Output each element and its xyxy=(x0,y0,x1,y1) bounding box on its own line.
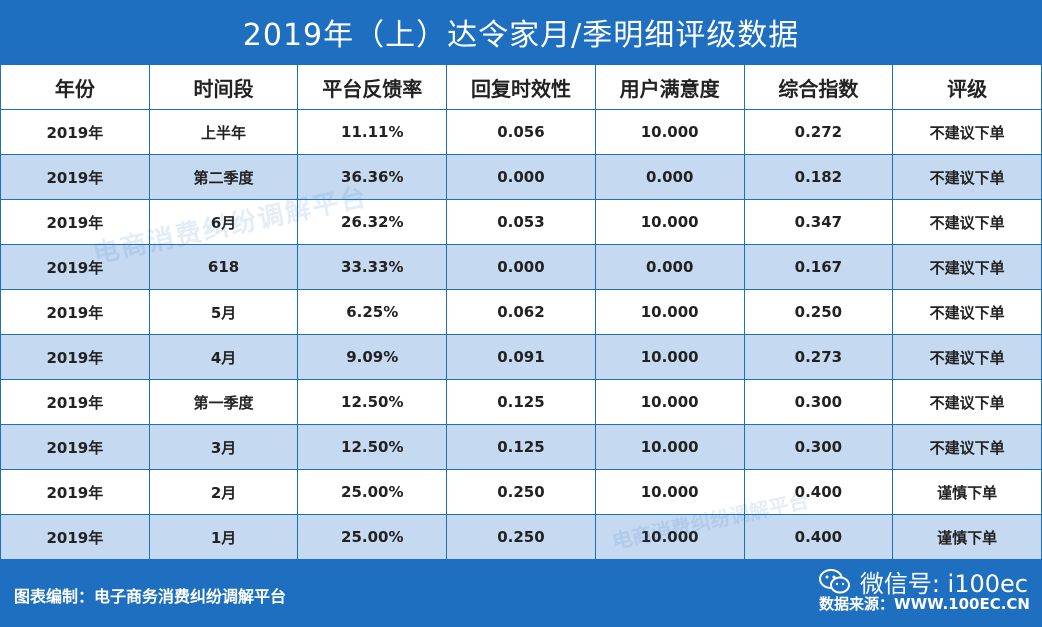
period-cell: 第一季度 xyxy=(148,379,299,425)
year-cell: 2019年 xyxy=(0,469,150,515)
feedback-rate-cell: 12.50% xyxy=(297,424,448,470)
col-header-year: 年份 xyxy=(0,64,150,110)
table-row: 2019年 上半年 11.11% 0.056 10.000 0.272 不建议下单 xyxy=(0,109,1042,155)
rating-cell: 谨慎下单 xyxy=(892,514,1042,560)
period-cell: 618 xyxy=(148,244,299,290)
footer: 图表编制：电子商务消费纠纷调解平台 微信号: i100ec 数据来源：WWW.1… xyxy=(0,559,1042,627)
year-cell: 2019年 xyxy=(0,424,150,470)
col-header-period: 时间段 xyxy=(148,64,299,110)
response-timeliness-cell: 0.250 xyxy=(446,514,596,560)
response-timeliness-cell: 0.000 xyxy=(446,244,596,290)
response-timeliness-cell: 0.053 xyxy=(446,199,596,245)
response-timeliness-cell: 0.062 xyxy=(446,289,596,335)
feedback-rate-cell: 26.32% xyxy=(297,199,448,245)
rating-cell: 不建议下单 xyxy=(892,154,1042,200)
index-cell: 0.347 xyxy=(743,199,894,245)
table-row: 2019年 4月 9.09% 0.091 10.000 0.273 不建议下单 xyxy=(0,334,1042,380)
year-cell: 2019年 xyxy=(0,109,150,155)
period-cell: 6月 xyxy=(148,199,299,245)
table-header-row: 年份 时间段 平台反馈率 回复时效性 用户满意度 综合指数 评级 xyxy=(0,64,1042,110)
response-timeliness-cell: 0.000 xyxy=(446,154,596,200)
index-cell: 0.400 xyxy=(743,514,894,560)
response-timeliness-cell: 0.091 xyxy=(446,334,596,380)
table-row: 2019年 618 33.33% 0.000 0.000 0.167 不建议下单 xyxy=(0,244,1042,290)
wechat-id: 微信号: i100ec xyxy=(859,570,1028,598)
table-row: 2019年 6月 26.32% 0.053 10.000 0.347 不建议下单 xyxy=(0,199,1042,245)
col-header-satisfaction: 用户满意度 xyxy=(594,64,745,110)
data-source: 数据来源：WWW.100EC.CN xyxy=(819,595,1030,613)
rating-cell: 不建议下单 xyxy=(892,334,1042,380)
satisfaction-cell: 10.000 xyxy=(594,379,745,425)
year-cell: 2019年 xyxy=(0,289,150,335)
year-cell: 2019年 xyxy=(0,199,150,245)
period-cell: 5月 xyxy=(148,289,299,335)
index-cell: 0.300 xyxy=(743,424,894,470)
year-cell: 2019年 xyxy=(0,154,150,200)
table-row: 2019年 1月 25.00% 0.250 10.000 0.400 谨慎下单 xyxy=(0,514,1042,560)
year-cell: 2019年 xyxy=(0,379,150,425)
period-cell: 3月 xyxy=(148,424,299,470)
feedback-rate-cell: 12.50% xyxy=(297,379,448,425)
period-cell: 4月 xyxy=(148,334,299,380)
col-header-feedback-rate: 平台反馈率 xyxy=(297,64,448,110)
rating-cell: 不建议下单 xyxy=(892,244,1042,290)
feedback-rate-cell: 25.00% xyxy=(297,469,448,515)
col-header-index: 综合指数 xyxy=(743,64,894,110)
feedback-rate-cell: 6.25% xyxy=(297,289,448,335)
index-cell: 0.272 xyxy=(743,109,894,155)
chart-credit: 图表编制：电子商务消费纠纷调解平台 xyxy=(14,587,287,606)
col-header-response-timeliness: 回复时效性 xyxy=(446,64,596,110)
satisfaction-cell: 10.000 xyxy=(594,289,745,335)
table-body: 2019年 上半年 11.11% 0.056 10.000 0.272 不建议下单 2019年… xyxy=(0,109,1042,560)
index-cell: 0.273 xyxy=(743,334,894,380)
satisfaction-cell: 10.000 xyxy=(594,514,745,560)
index-cell: 0.300 xyxy=(743,379,894,425)
satisfaction-cell: 10.000 xyxy=(594,109,745,155)
satisfaction-cell: 10.000 xyxy=(594,424,745,470)
page-title: 2019年（上）达令家月/季明细评级数据 xyxy=(0,0,1042,64)
response-timeliness-cell: 0.250 xyxy=(446,469,596,515)
satisfaction-cell: 10.000 xyxy=(594,199,745,245)
feedback-rate-cell: 33.33% xyxy=(297,244,448,290)
rating-cell: 谨慎下单 xyxy=(892,469,1042,515)
satisfaction-cell: 10.000 xyxy=(594,334,745,380)
feedback-rate-cell: 36.36% xyxy=(297,154,448,200)
satisfaction-cell: 10.000 xyxy=(594,469,745,515)
index-cell: 0.250 xyxy=(743,289,894,335)
response-timeliness-cell: 0.125 xyxy=(446,424,596,470)
feedback-rate-cell: 9.09% xyxy=(297,334,448,380)
satisfaction-cell: 0.000 xyxy=(594,154,745,200)
table-row: 2019年 2月 25.00% 0.250 10.000 0.400 谨慎下单 xyxy=(0,469,1042,515)
satisfaction-cell: 0.000 xyxy=(594,244,745,290)
rating-table: 年份 时间段 平台反馈率 回复时效性 用户满意度 综合指数 评级 2019年 上半… xyxy=(0,64,1042,560)
period-cell: 1月 xyxy=(148,514,299,560)
period-cell: 第二季度 xyxy=(148,154,299,200)
rating-cell: 不建议下单 xyxy=(892,109,1042,155)
col-header-rating: 评级 xyxy=(892,64,1042,110)
response-timeliness-cell: 0.056 xyxy=(446,109,596,155)
wechat-badge: 微信号: i100ec xyxy=(818,564,1028,599)
rating-cell: 不建议下单 xyxy=(892,424,1042,470)
index-cell: 0.167 xyxy=(743,244,894,290)
period-cell: 2月 xyxy=(148,469,299,515)
table-row: 2019年 第一季度 12.50% 0.125 10.000 0.300 不建议下单 xyxy=(0,379,1042,425)
feedback-rate-cell: 11.11% xyxy=(297,109,448,155)
rating-cell: 不建议下单 xyxy=(892,379,1042,425)
feedback-rate-cell: 25.00% xyxy=(297,514,448,560)
table-row: 2019年 3月 12.50% 0.125 10.000 0.300 不建议下单 xyxy=(0,424,1042,470)
table-row: 2019年 5月 6.25% 0.062 10.000 0.250 不建议下单 xyxy=(0,289,1042,335)
period-cell: 上半年 xyxy=(148,109,299,155)
year-cell: 2019年 xyxy=(0,244,150,290)
response-timeliness-cell: 0.125 xyxy=(446,379,596,425)
rating-cell: 不建议下单 xyxy=(892,199,1042,245)
index-cell: 0.182 xyxy=(743,154,894,200)
wechat-icon xyxy=(818,568,850,593)
year-cell: 2019年 xyxy=(0,514,150,560)
rating-cell: 不建议下单 xyxy=(892,289,1042,335)
year-cell: 2019年 xyxy=(0,334,150,380)
index-cell: 0.400 xyxy=(743,469,894,515)
table-row: 2019年 第二季度 36.36% 0.000 0.000 0.182 不建议下单 xyxy=(0,154,1042,200)
